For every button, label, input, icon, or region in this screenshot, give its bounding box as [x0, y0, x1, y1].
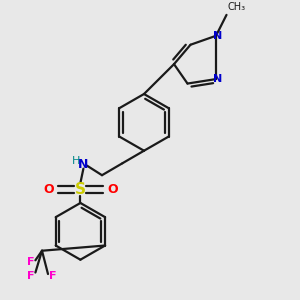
Text: F: F — [49, 271, 56, 281]
Text: N: N — [78, 158, 88, 171]
Text: N: N — [213, 31, 222, 41]
Text: S: S — [75, 182, 86, 197]
Text: F: F — [27, 271, 35, 281]
Text: O: O — [43, 183, 54, 196]
Text: O: O — [107, 183, 118, 196]
Text: F: F — [27, 257, 35, 267]
Text: H: H — [71, 156, 80, 166]
Text: CH₃: CH₃ — [227, 2, 245, 13]
Text: N: N — [213, 74, 222, 84]
